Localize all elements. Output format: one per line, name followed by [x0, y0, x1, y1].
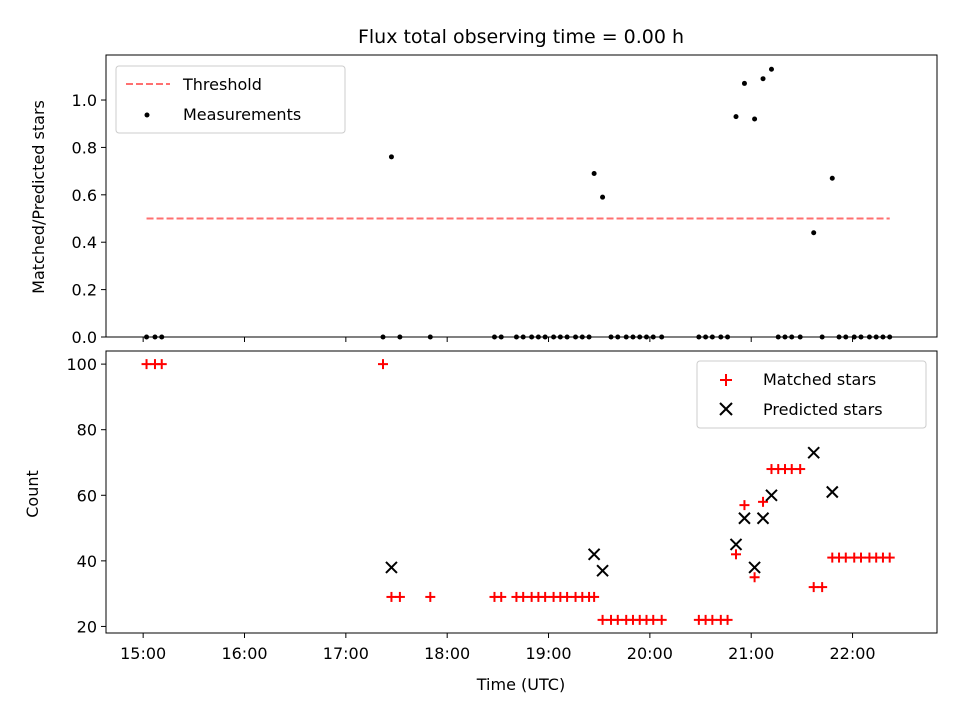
top-y-tick-label: 0.8 — [72, 138, 97, 157]
matched-star-point — [731, 549, 742, 560]
predicted-star-point — [756, 512, 770, 525]
top-y-tick-label: 0.4 — [72, 233, 97, 252]
predicted-star-point — [807, 446, 820, 459]
predicted-star-stroke — [756, 512, 770, 525]
matched-star-point — [707, 614, 718, 625]
matched-star-point — [612, 614, 623, 625]
top-y-axis-label: Matched/Predicted stars — [29, 100, 48, 294]
matched-star-point — [540, 591, 551, 602]
top-legend: Threshold Measurements — [115, 65, 346, 134]
measurement-point — [733, 114, 739, 120]
legend-measurements-label: Measurements — [183, 105, 301, 124]
matched-star-point — [562, 591, 573, 602]
matched-star-point — [141, 359, 152, 370]
predicted-star-stroke — [596, 564, 609, 577]
predicted-star-stroke — [807, 446, 820, 459]
measurement-point — [741, 80, 747, 86]
bottom-axes-frame — [105, 350, 938, 634]
top-axes-frame — [105, 54, 938, 338]
bottom-x-tick-label: 19:00 — [525, 644, 571, 663]
measurement-point — [768, 66, 774, 72]
bottom-x-tick-label: 18:00 — [424, 644, 470, 663]
predicted-star-point — [587, 548, 601, 561]
matched-star-point — [378, 359, 388, 370]
legend-matched-label: Matched stars — [763, 370, 876, 389]
matched-star-point — [656, 614, 667, 625]
matched-star-point — [749, 572, 760, 583]
top-y-tick-label: 0.2 — [72, 281, 97, 300]
matched-star-point — [425, 591, 436, 602]
matched-star-point — [496, 591, 507, 602]
matched-star-point — [855, 552, 866, 563]
bottom-y-tick-label: 100 — [66, 355, 97, 374]
predicted-star-point — [765, 489, 778, 502]
bottom-x-axis-label: Time (UTC) — [476, 675, 565, 694]
matched-star-point — [739, 500, 750, 511]
matched-star-point — [884, 552, 895, 563]
bottom-x-tick-label: 21:00 — [728, 644, 774, 663]
matched-star-point — [808, 582, 819, 593]
predicted-star-stroke — [748, 561, 761, 574]
measurement-point — [388, 154, 394, 160]
top-chart-title: Flux total observing time = 0.00 h — [358, 26, 684, 48]
matched-star-point — [394, 591, 405, 602]
measurement-point — [760, 76, 766, 82]
matched-star-point — [840, 552, 851, 563]
matched-star-point — [817, 582, 828, 593]
measurement-point — [752, 116, 758, 122]
bottom-x-tick-label: 22:00 — [829, 644, 875, 663]
legend-threshold-label: Threshold — [182, 75, 262, 94]
predicted-star-point — [385, 561, 398, 574]
bottom-y-tick-label: 60 — [77, 486, 97, 505]
matched-star-point — [795, 464, 806, 475]
bottom-x-tick-label: 17:00 — [323, 644, 369, 663]
top-y-tick-label: 0.0 — [72, 328, 97, 347]
bottom-legend-box — [696, 360, 927, 429]
matched-star-point — [518, 591, 529, 602]
predicted-star-point — [729, 538, 743, 551]
bottom-x-tick-label: 16:00 — [221, 644, 267, 663]
measurement-point — [600, 194, 606, 200]
predicted-star-point — [748, 561, 761, 574]
matched-star-point — [722, 614, 733, 625]
predicted-star-stroke — [587, 548, 601, 561]
bottom-x-tick-label: 20:00 — [627, 644, 673, 663]
bottom-x-tick-label: 15:00 — [120, 644, 166, 663]
top-legend-box — [115, 65, 346, 134]
matched-star-point — [386, 591, 397, 602]
predicted-star-point — [596, 564, 609, 577]
predicted-star-point — [826, 485, 839, 499]
bottom-marks: 20 40 60 80 100 15:00 16:00 17:00 18:00 19:00 20:0… — [66, 350, 938, 663]
measurement-point — [591, 170, 597, 176]
legend-matched-swatch — [720, 374, 732, 386]
matched-star-point — [648, 614, 659, 625]
top-y-tick-label: 1.0 — [72, 91, 97, 110]
predicted-star-stroke — [738, 512, 751, 525]
legend-measurements-swatch — [144, 112, 150, 118]
bottom-y-tick-label: 20 — [77, 617, 97, 636]
matched-star-point — [156, 359, 167, 370]
legend-predicted-label: Predicted stars — [763, 400, 883, 419]
predicted-star-point — [738, 512, 751, 525]
measurement-point — [829, 175, 835, 181]
predicted-star-stroke — [385, 561, 398, 574]
predicted-star-stroke — [765, 489, 778, 502]
predicted-star-stroke — [826, 485, 839, 499]
bottom-y-axis-label: Count — [23, 470, 42, 518]
measurement-point — [811, 230, 817, 236]
bottom-y-tick-label: 40 — [77, 552, 97, 571]
top-y-tick-label: 0.6 — [72, 186, 97, 205]
legend-predicted-swatch — [719, 402, 733, 416]
matched-star-point — [589, 591, 600, 602]
matched-star-point — [597, 614, 608, 625]
bottom-y-tick-label: 80 — [77, 421, 97, 440]
matched-star-point — [758, 496, 769, 507]
bottom-legend: Matched stars Predicted stars — [696, 360, 927, 429]
predicted-star-stroke — [729, 538, 743, 551]
matched-star-point — [786, 464, 797, 475]
top-marks: 0.0 0.2 0.4 0.6 0.8 1.0 — [72, 54, 938, 347]
